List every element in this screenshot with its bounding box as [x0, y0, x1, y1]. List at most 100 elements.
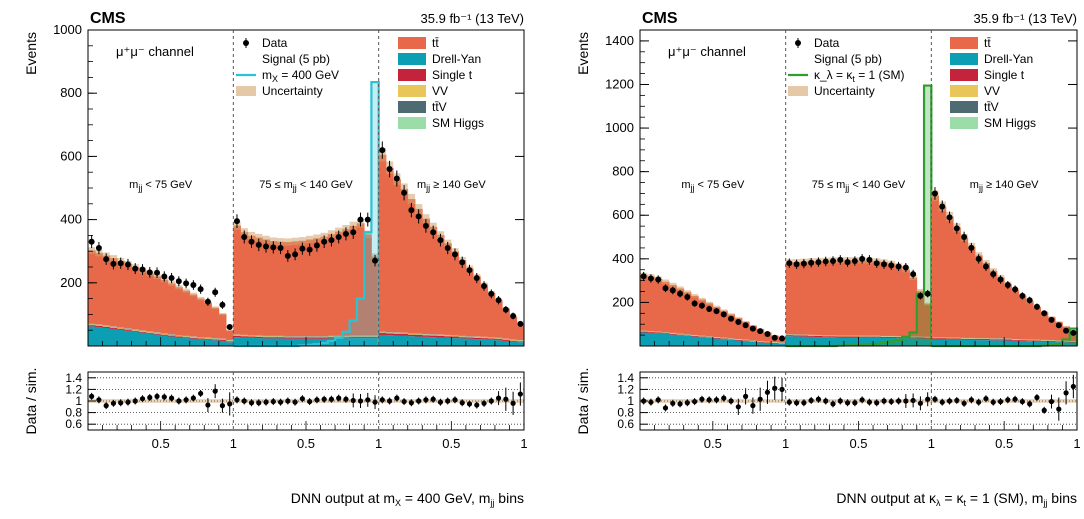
bar-single-t [815, 336, 823, 337]
bar-vv [306, 337, 314, 338]
bar-single-t [386, 333, 394, 335]
bar-single-t [931, 338, 939, 339]
ratio-point [365, 397, 370, 402]
data-point [1063, 328, 1069, 334]
data-point [721, 311, 727, 317]
data-point [89, 239, 95, 245]
bar-ttbar [132, 267, 140, 330]
data-point [779, 335, 785, 341]
bar-ttbar [422, 219, 430, 334]
bar-vv [153, 333, 161, 334]
bar-drell-yan [713, 339, 721, 346]
data-point [1027, 297, 1033, 303]
ratio-point [918, 401, 923, 406]
bar-drell-yan [808, 337, 816, 346]
bar-ttbar [255, 238, 263, 336]
data-point [983, 263, 989, 269]
data-point [503, 307, 509, 313]
data-point [328, 237, 334, 243]
bar-single-t [837, 336, 845, 337]
bar-vv [386, 333, 394, 334]
bar-vv [444, 336, 452, 337]
bar-single-t [517, 341, 525, 342]
bar-ttbar [277, 242, 285, 336]
ratio-uncertainty-band [197, 399, 204, 403]
bar-drell-yan [640, 332, 648, 346]
bar-ttbar [902, 270, 910, 336]
bar-ttbar [888, 264, 896, 336]
text-span: μ⁺μ⁻ channel [116, 44, 194, 59]
bar-single-t [313, 337, 321, 338]
bar-vv [117, 328, 125, 329]
bar-drell-yan [444, 338, 452, 346]
bar-ttbar [931, 196, 939, 338]
bar-drell-yan [451, 338, 459, 346]
bar-drell-yan [226, 342, 234, 346]
bar-drell-yan [793, 336, 801, 346]
bar-single-t [204, 339, 212, 340]
y-tick-label: 200 [60, 275, 82, 290]
bar-vv [175, 336, 183, 337]
bar-single-t [255, 337, 263, 338]
bar-ttbar [139, 270, 147, 330]
bar-single-t [793, 335, 801, 336]
bar-drell-yan [117, 330, 125, 346]
bar-vv [451, 336, 459, 337]
y-tick-label: 200 [612, 294, 634, 309]
bar-single-t [466, 337, 474, 338]
bar-drell-yan [241, 337, 249, 346]
text-span: tt̄V [984, 100, 999, 114]
bar-vv [270, 337, 278, 338]
data-point [677, 291, 683, 297]
bar-single-t [430, 336, 438, 338]
bar-single-t [640, 332, 648, 333]
data-point [1049, 317, 1055, 323]
data-point [314, 243, 320, 249]
bar-vv [517, 341, 525, 342]
data-point [336, 234, 342, 240]
ratio-point [830, 401, 835, 406]
ratio-point [1071, 384, 1076, 389]
legend-label: Data [262, 36, 288, 50]
ratio-point [220, 403, 225, 408]
bar-drell-yan [459, 338, 467, 346]
y-tick-label: 600 [60, 148, 82, 163]
bar-drell-yan [502, 341, 510, 346]
ratio-point [765, 390, 770, 395]
bar-drell-yan [473, 339, 481, 346]
text-span: Drell-Yan [432, 52, 481, 66]
uncertainty-band [408, 194, 415, 204]
data-point [270, 244, 276, 250]
bar-drell-yan [400, 336, 408, 346]
data-point [903, 265, 909, 271]
bar-single-t [822, 336, 830, 337]
data-point [662, 285, 668, 291]
bar-single-t [829, 336, 837, 337]
data-point [278, 245, 284, 251]
bar-drell-yan [676, 335, 684, 346]
bar-vv [233, 335, 241, 336]
bar-drell-yan [815, 337, 823, 346]
bar-vv [139, 331, 147, 332]
ratio-point [779, 387, 784, 392]
bar-drell-yan [749, 342, 757, 346]
bar-single-t [691, 336, 699, 337]
lumi-label: 35.9 fb⁻¹ (13 TeV) [974, 11, 1077, 26]
bar-single-t [1019, 340, 1027, 341]
ratio-uncertainty-band [662, 399, 669, 403]
bar-vv [241, 336, 249, 337]
bar-single-t [284, 337, 292, 338]
legend-label: mX = 400 GeV [262, 68, 339, 84]
text-span: Uncertainty [814, 84, 875, 98]
bar-ttbar [786, 262, 794, 334]
bar-single-t [161, 335, 169, 336]
bar-drell-yan [168, 337, 176, 346]
region-label: mjj < 75 GeV [129, 179, 193, 193]
data-point [176, 278, 182, 284]
bar-vv [466, 337, 474, 338]
ratio-point [1049, 399, 1054, 404]
bar-ttbar [393, 179, 401, 332]
legend-label: Uncertainty [262, 84, 323, 98]
data-point [212, 289, 218, 295]
bar-single-t [124, 330, 132, 331]
